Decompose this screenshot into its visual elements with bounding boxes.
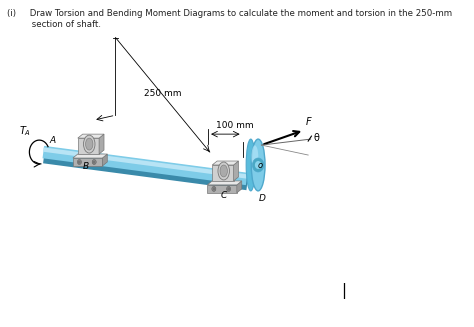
Ellipse shape [85, 138, 93, 150]
Circle shape [92, 160, 96, 164]
Polygon shape [237, 181, 242, 193]
Text: 100 mm: 100 mm [216, 121, 253, 130]
Text: $T_A$: $T_A$ [19, 124, 31, 138]
Circle shape [255, 161, 262, 169]
Polygon shape [78, 134, 104, 138]
Circle shape [227, 186, 231, 191]
Circle shape [253, 158, 264, 172]
Ellipse shape [251, 139, 265, 191]
Polygon shape [73, 158, 102, 166]
Polygon shape [212, 165, 234, 181]
Polygon shape [234, 161, 238, 181]
Text: C: C [220, 191, 227, 200]
Polygon shape [212, 161, 238, 165]
Text: B: B [82, 162, 89, 171]
Polygon shape [207, 185, 237, 193]
Ellipse shape [251, 146, 258, 169]
Circle shape [212, 186, 216, 191]
Text: (i)     Draw Torsion and Bending Moment Diagrams to calculate the moment and tor: (i) Draw Torsion and Bending Moment Diag… [7, 9, 452, 18]
Text: section of shaft.: section of shaft. [7, 20, 101, 29]
Polygon shape [73, 154, 107, 158]
Ellipse shape [246, 139, 255, 191]
Circle shape [77, 160, 82, 164]
Polygon shape [102, 154, 107, 166]
Ellipse shape [83, 135, 95, 153]
Polygon shape [207, 181, 242, 185]
Polygon shape [99, 134, 104, 154]
Text: o: o [257, 162, 262, 170]
Text: |: | [341, 284, 346, 300]
Text: A: A [49, 136, 55, 145]
Text: θ: θ [313, 133, 319, 143]
Text: 250 mm: 250 mm [144, 89, 182, 98]
Ellipse shape [218, 162, 229, 180]
Polygon shape [78, 138, 99, 154]
Text: F: F [306, 117, 311, 127]
Ellipse shape [220, 165, 228, 177]
Text: D: D [259, 194, 266, 203]
